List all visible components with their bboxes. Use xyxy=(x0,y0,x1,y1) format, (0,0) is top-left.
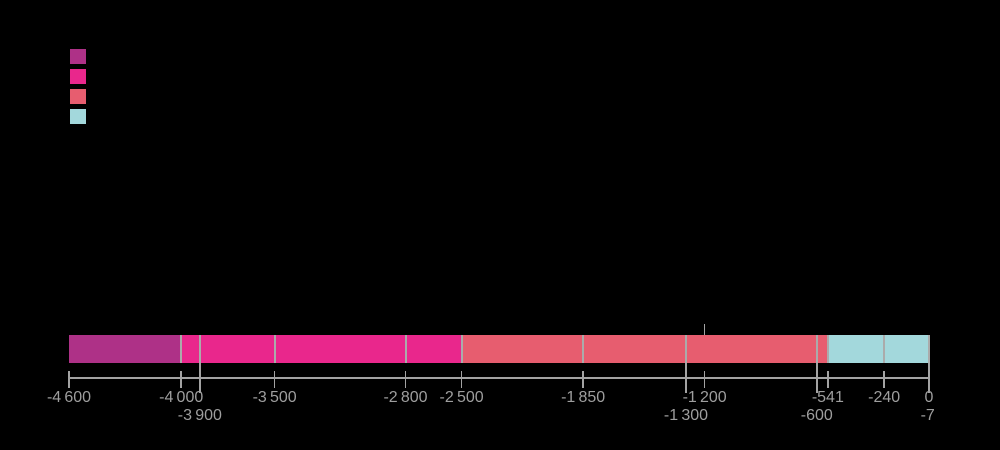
legend-swatch-2-color-icon xyxy=(70,69,86,84)
axis-tick xyxy=(827,371,829,388)
segment-divider xyxy=(180,335,183,363)
bar-segment xyxy=(827,335,885,363)
bar-segment xyxy=(583,335,686,363)
tick-label: -1 300 xyxy=(663,407,709,424)
tick-label: -3 900 xyxy=(177,407,222,424)
axis-tick xyxy=(273,371,276,388)
segment-divider xyxy=(582,335,585,363)
bar-segment xyxy=(685,335,817,363)
timeline-bar xyxy=(69,335,930,363)
tick-label: -3 500 xyxy=(252,389,297,406)
axis-tick xyxy=(883,371,885,388)
segment-divider xyxy=(198,335,201,363)
axis-tick xyxy=(199,363,201,393)
axis-tick xyxy=(685,363,687,393)
axis-tick xyxy=(180,371,182,388)
annotation-marker-line xyxy=(703,324,706,335)
tick-label: -1 850 xyxy=(561,389,606,406)
segment-divider xyxy=(273,335,276,363)
segment-divider xyxy=(460,335,463,363)
bar-segment xyxy=(274,335,406,363)
segment-divider xyxy=(826,335,829,363)
axis-tick xyxy=(816,363,818,393)
tick-label: -1 200 xyxy=(682,389,727,406)
axis-tick xyxy=(703,371,706,388)
tick-label: -240 xyxy=(868,389,901,406)
tick-label: -7 xyxy=(920,407,935,424)
segment-divider xyxy=(404,335,407,363)
tick-label: 0 xyxy=(924,389,934,406)
axis-tick xyxy=(460,371,463,388)
bar-segment xyxy=(405,335,462,363)
legend-swatch-1-color-icon xyxy=(70,49,86,64)
legend-swatch-3-color-icon xyxy=(70,89,86,104)
tick-label: -4 000 xyxy=(159,389,204,406)
tick-label: -2 500 xyxy=(439,389,484,406)
tick-label: -2 800 xyxy=(383,389,428,406)
segment-divider xyxy=(684,335,687,363)
axis-tick xyxy=(68,371,70,388)
bar-segment xyxy=(884,335,929,363)
bar-segment xyxy=(461,335,584,363)
tick-label: -600 xyxy=(800,407,833,424)
bar-segment xyxy=(816,335,828,363)
x-axis-line xyxy=(69,377,930,379)
axis-tick xyxy=(404,371,407,388)
segment-divider xyxy=(815,335,818,363)
tick-label: -541 xyxy=(811,389,844,406)
axis-tick xyxy=(582,371,584,388)
bar-segment xyxy=(69,335,182,363)
segment-divider xyxy=(928,335,930,363)
bar-segment xyxy=(199,335,275,363)
legend-swatch-4-color-icon xyxy=(70,109,86,124)
bar-segment xyxy=(181,335,200,363)
segment-divider xyxy=(883,335,886,363)
axis-tick xyxy=(928,363,930,393)
tick-label: -4 600 xyxy=(46,389,92,406)
